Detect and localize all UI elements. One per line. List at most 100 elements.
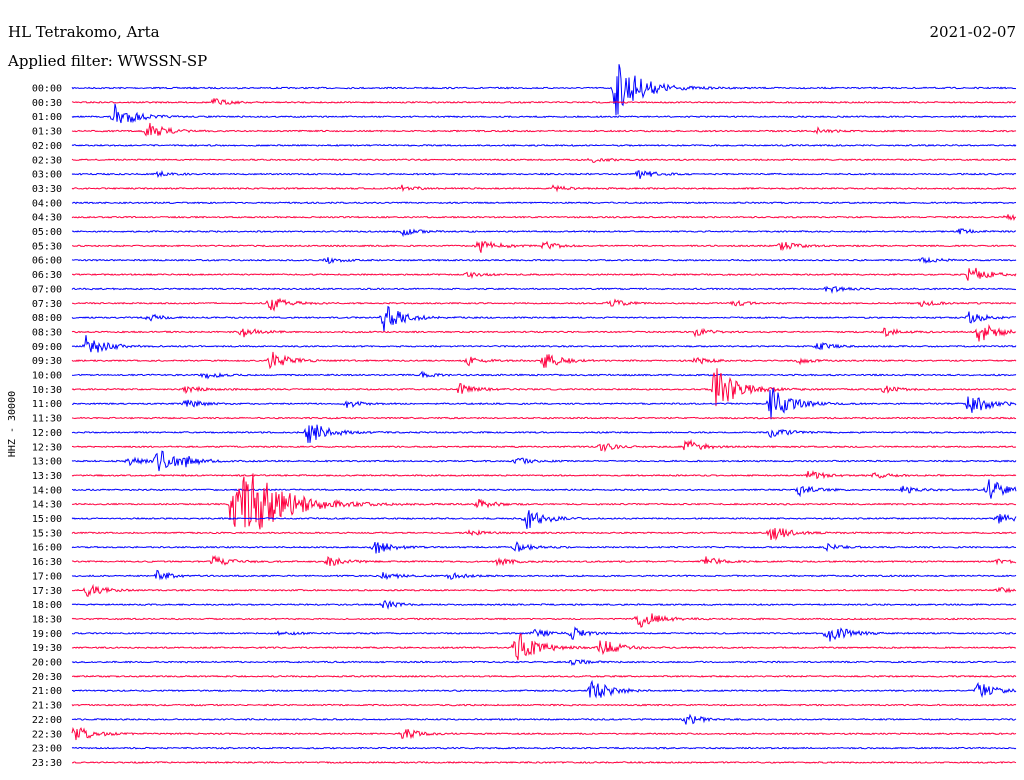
time-tick-label: 05:00 — [32, 227, 62, 238]
trace-line — [71, 599, 1017, 610]
time-tick-label: 01:30 — [32, 127, 62, 138]
trace-line — [71, 64, 1017, 116]
trace-line — [72, 240, 1017, 253]
trace-line — [71, 213, 1016, 222]
trace-line — [71, 424, 1017, 443]
time-tick-label: 22:00 — [32, 715, 62, 726]
time-tick-label: 13:30 — [32, 471, 62, 482]
trace-line — [71, 613, 1017, 628]
time-tick-label: 09:30 — [32, 356, 62, 367]
trace-line — [71, 103, 1017, 124]
trace-line — [71, 658, 1016, 667]
trace-group — [71, 64, 1017, 764]
trace-line — [71, 370, 1017, 380]
time-tick-label: 15:30 — [32, 528, 62, 539]
trace-line — [72, 583, 1017, 597]
trace-line — [71, 305, 1017, 332]
time-tick-label: 17:00 — [32, 571, 62, 582]
time-tick-label: 12:00 — [32, 428, 62, 439]
time-tick-label: 04:30 — [32, 213, 62, 224]
trace-line — [71, 285, 1017, 295]
time-tick-label: 14:30 — [32, 500, 62, 511]
time-tick-label: 20:30 — [32, 672, 62, 683]
trace-line — [71, 633, 1017, 661]
time-tick-label: 16:30 — [32, 557, 62, 568]
time-tick-label: 16:00 — [32, 543, 62, 554]
trace-line — [71, 746, 1017, 750]
trace-line — [71, 473, 1017, 530]
trace-line — [71, 157, 1017, 163]
trace-line — [71, 228, 1016, 238]
time-tick-label: 06:30 — [32, 270, 62, 281]
trace-line — [71, 387, 1017, 420]
trace-line — [71, 351, 1017, 370]
trace-line — [71, 626, 1017, 642]
trace-line — [71, 554, 1017, 567]
time-tick-label: 18:00 — [32, 600, 62, 611]
time-tick-label: 07:00 — [32, 284, 62, 295]
time-tick-label: 21:30 — [32, 701, 62, 712]
trace-line — [71, 335, 1017, 353]
time-tick-label: 07:30 — [32, 299, 62, 310]
trace-line — [71, 450, 1017, 472]
trace-line — [71, 679, 1017, 699]
time-tick-label: 04:00 — [32, 198, 62, 209]
time-tick-label: 09:00 — [32, 342, 62, 353]
filter-label: Applied filter: WWSSN-SP — [7, 52, 207, 70]
trace-line — [71, 727, 1017, 741]
trace-line — [72, 297, 1017, 312]
station-title: HL Tetrakomo, Arta — [8, 23, 160, 41]
time-tick-label: 19:00 — [32, 629, 62, 640]
time-tick-label: 06:00 — [32, 256, 62, 267]
time-tick-label: 13:00 — [32, 457, 62, 468]
time-tick-label: 02:00 — [32, 141, 62, 152]
time-tick-label: 15:00 — [32, 514, 62, 525]
time-tick-label: 02:30 — [32, 155, 62, 166]
time-tick-label: 10:30 — [32, 385, 62, 396]
trace-line — [71, 143, 1017, 147]
trace-line — [71, 528, 1017, 541]
channel-axis-label: HHZ - 30000 — [7, 391, 18, 457]
time-tick-label: 18:30 — [32, 614, 62, 625]
time-tick-label: 21:00 — [32, 686, 62, 697]
time-tick-label: 11:00 — [32, 399, 62, 410]
time-tick-label: 22:30 — [32, 729, 62, 740]
time-tick-label: 03:30 — [32, 184, 62, 195]
trace-line — [71, 713, 1017, 725]
trace-line — [71, 368, 1016, 407]
trace-line — [71, 760, 1017, 764]
trace-line — [71, 438, 1017, 453]
trace-line — [71, 98, 1017, 106]
time-tick-label: 03:00 — [32, 170, 62, 181]
time-tick-label: 00:30 — [32, 98, 62, 109]
trace-line — [71, 169, 1017, 179]
time-tick-label: 08:30 — [32, 327, 62, 338]
date-label: 2021-02-07 — [930, 23, 1016, 41]
trace-line — [71, 122, 1017, 137]
time-tick-label: 08:00 — [32, 313, 62, 324]
time-tick-label: 12:30 — [32, 442, 62, 453]
trace-line — [71, 184, 1017, 193]
trace-line — [71, 469, 1017, 480]
trace-line — [71, 416, 1017, 420]
trace-line — [71, 541, 1017, 554]
time-tick-label: 14:00 — [32, 485, 62, 496]
time-tick-label: 10:00 — [32, 371, 62, 382]
trace-line — [71, 674, 1017, 678]
trace-line — [71, 569, 1017, 581]
time-tick-label: 11:30 — [32, 414, 62, 425]
time-tick-label: 19:30 — [32, 643, 62, 654]
time-tick-label: 20:00 — [32, 658, 62, 669]
trace-line — [71, 267, 1017, 281]
trace-line — [71, 324, 1017, 342]
trace-line — [71, 510, 1017, 529]
time-tick-label: 01:00 — [32, 112, 62, 123]
tick-label-group: 00:00 00:30 01:00 01:30 02:00 02:30 03:00 03:30… — [32, 84, 62, 769]
trace-line — [71, 256, 1017, 265]
time-tick-label: 23:30 — [32, 758, 62, 769]
trace-line — [71, 201, 1017, 205]
time-tick-label: 05:30 — [32, 241, 62, 252]
trace-line — [71, 703, 1017, 707]
time-tick-label: 17:30 — [32, 586, 62, 597]
